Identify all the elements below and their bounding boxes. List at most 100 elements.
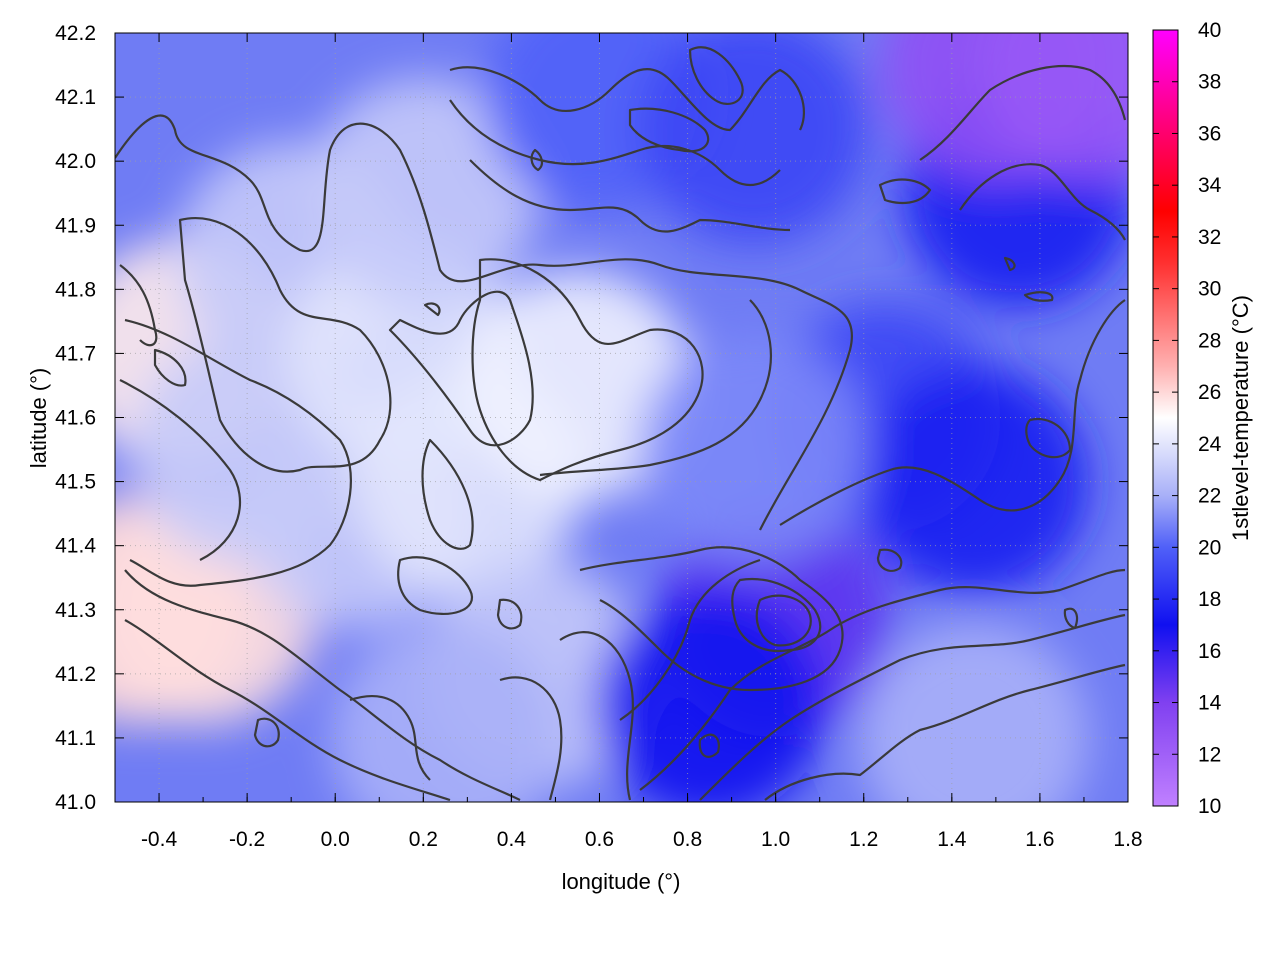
contour-line	[919, 64, 1127, 161]
y-tick-label: 41.9	[55, 214, 96, 237]
contour-line	[779, 299, 1126, 526]
y-tick-label: 41.6	[55, 407, 96, 430]
contour-line	[530, 148, 544, 172]
contour-line	[698, 733, 720, 758]
contour-line	[639, 568, 1126, 791]
x-tick-label: 0.0	[321, 828, 350, 851]
y-tick-label: 41.4	[55, 535, 96, 558]
y-tick-label: 41.1	[55, 727, 96, 750]
contour-line	[731, 577, 822, 653]
colorbar-tick-label: 34	[1198, 174, 1222, 197]
colorbar-tick-label: 40	[1198, 19, 1221, 42]
contour-line	[1025, 417, 1072, 459]
contour-line	[349, 695, 431, 781]
x-tick-label: 1.0	[761, 828, 790, 851]
contour-line	[124, 569, 521, 801]
colorbar-tick-label: 18	[1198, 588, 1221, 611]
colorbar-tick-label: 24	[1198, 433, 1222, 456]
contour-line	[499, 676, 563, 801]
colorbar-tick-label: 20	[1198, 536, 1221, 559]
x-tick-label: 0.2	[409, 828, 438, 851]
contour-line	[124, 619, 451, 802]
contour-line	[1063, 607, 1079, 630]
y-tick-label: 41.7	[55, 342, 96, 365]
contour-line	[119, 264, 158, 347]
contour-line	[449, 66, 805, 132]
contour-lines	[115, 46, 1127, 802]
contour-line	[119, 379, 242, 561]
contour-line	[124, 318, 352, 587]
contour-line	[1023, 291, 1054, 302]
y-tick-label: 41.0	[55, 791, 96, 814]
field-sample	[594, 590, 825, 802]
colorbar-label: 1stlevel-temperature (°C)	[1228, 295, 1253, 541]
contour-line	[688, 46, 744, 106]
field-sample	[858, 622, 1089, 802]
x-tick-label: 0.6	[585, 828, 614, 851]
contour-line	[878, 178, 932, 205]
contour-line	[423, 302, 441, 317]
colorbar-tick-label: 26	[1198, 381, 1221, 404]
contour-line	[764, 663, 1126, 801]
x-tick-label: 1.8	[1113, 828, 1142, 851]
y-tick-label: 42.2	[55, 22, 96, 45]
contour-line	[496, 598, 523, 630]
contour-line	[699, 613, 1126, 801]
colorbar-tick-label: 36	[1198, 122, 1221, 145]
x-tick-label: 1.6	[1025, 828, 1054, 851]
colorbar-ticks: 10 12 14 16 18 20 22 24 26 28 30 32 34 36 38 40	[1153, 19, 1222, 818]
x-tick-label: -0.4	[141, 828, 178, 851]
x-tick-label: 1.2	[849, 828, 878, 851]
field-sample	[638, 334, 869, 565]
y-tick-label: 42.1	[55, 86, 96, 109]
contour-line	[421, 438, 474, 550]
contour-line	[539, 299, 772, 477]
y-tick-label: 41.2	[55, 663, 96, 686]
contour-line	[178, 217, 392, 473]
colorbar-tick-label: 14	[1198, 692, 1222, 715]
contour-line	[579, 546, 844, 692]
y-tick-label: 41.5	[55, 471, 96, 494]
contour-line	[397, 556, 473, 615]
x-tick-label: -0.2	[229, 828, 265, 851]
colorbar-tick-label: 30	[1198, 278, 1221, 301]
grid-lines	[115, 33, 1128, 802]
contour-line	[876, 548, 903, 572]
contour-line	[619, 558, 761, 721]
x-axis-ticks: -0.4 -0.2 0.0 0.2 0.4 0.6 0.8 1.0 1.2 1.4 1.6 1.8	[114, 33, 1143, 851]
colorbar-tick-label: 38	[1198, 71, 1221, 94]
y-axis-label: latitude (°)	[26, 368, 51, 469]
colorbar-tick-label: 12	[1198, 743, 1221, 766]
y-axis-ticks: 41.0 41.1 41.2 41.3 41.4 41.5 41.6 41.7 41.8 41.9…	[55, 22, 1128, 814]
contour-line	[115, 114, 853, 531]
contour-line	[559, 631, 634, 801]
contour-line	[628, 107, 710, 153]
temperature-field	[115, 33, 1128, 802]
contour-line	[388, 290, 534, 447]
contour-line	[253, 717, 280, 748]
field-sample	[638, 33, 869, 245]
plot-area	[115, 33, 1128, 802]
field-sample	[330, 622, 561, 802]
y-tick-label: 41.8	[55, 278, 96, 301]
y-tick-label: 41.3	[55, 599, 96, 622]
colorbar-tick-label: 10	[1198, 795, 1221, 818]
colorbar-tick-label: 28	[1198, 329, 1221, 352]
y-tick-label: 42.0	[55, 150, 96, 173]
contour-line	[755, 594, 812, 647]
contour-line	[449, 99, 781, 186]
colorbar-tick-label: 22	[1198, 485, 1221, 508]
contour-line	[959, 163, 1126, 241]
contour-line	[153, 348, 187, 387]
contour-line	[471, 258, 704, 482]
contour-line	[1003, 256, 1016, 272]
colorbar-tick-label: 32	[1198, 226, 1221, 249]
colorbar	[1152, 29, 1179, 807]
x-tick-label: 0.4	[497, 828, 527, 851]
field-sample	[858, 366, 1089, 597]
x-tick-label: 0.8	[673, 828, 702, 851]
x-axis-label: longitude (°)	[562, 869, 681, 894]
x-tick-label: 1.4	[937, 828, 967, 851]
contour-line	[469, 159, 791, 233]
